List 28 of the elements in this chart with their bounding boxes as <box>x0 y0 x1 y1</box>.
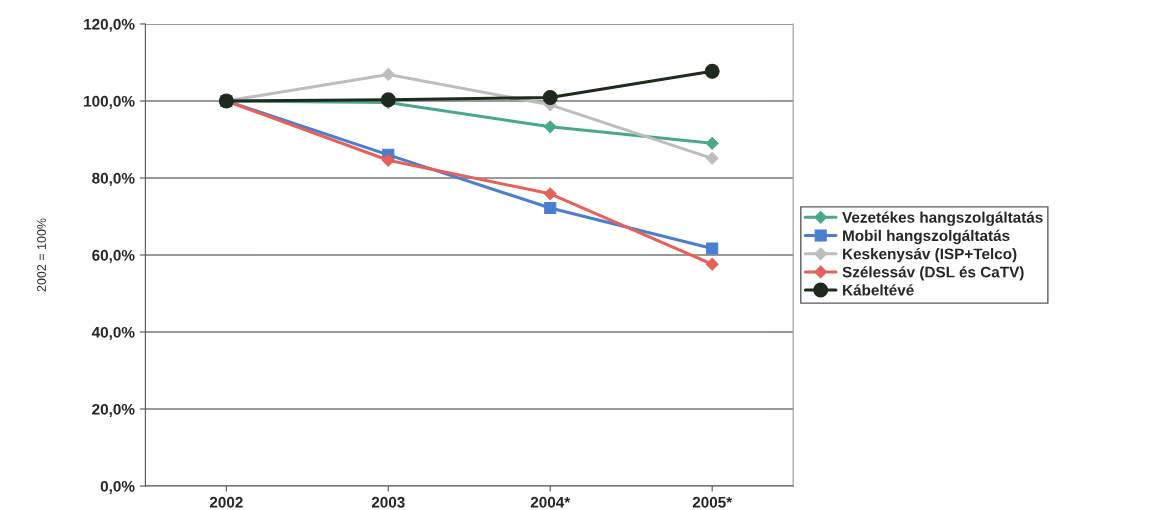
point <box>704 63 720 79</box>
point <box>705 151 719 165</box>
point <box>381 153 395 167</box>
y-tick-label: 40,0% <box>91 326 135 340</box>
y-axis-title: 2002 = 100% <box>37 218 46 292</box>
x-tick-label: 2002 <box>209 496 243 508</box>
point <box>543 187 557 201</box>
point <box>381 68 395 81</box>
legend-label: Szélessáv (DSL és CaTV) <box>842 266 1024 281</box>
legend-label: Mobil hangszolgáltatás <box>843 229 1010 245</box>
y-tick-label: 80,0% <box>92 172 135 186</box>
point <box>705 136 719 150</box>
point <box>543 120 557 134</box>
legend-label: Kábeltévé <box>843 284 914 296</box>
point <box>705 257 719 271</box>
y-tick-label: 0,0% <box>100 480 135 494</box>
x-tick-label: 2005* <box>692 496 733 508</box>
y-tick-label: 20,0% <box>92 403 135 417</box>
point <box>544 201 557 215</box>
y-tick-label: 120,0% <box>84 18 135 32</box>
point <box>542 90 558 105</box>
y-tick-label: 100,0% <box>84 95 135 109</box>
x-tick-label: 2004* <box>530 496 571 508</box>
legend-label: Keskenysáv (ISP+Telco) <box>843 247 1017 263</box>
x-tick-label: 2003 <box>371 496 405 508</box>
y-tick-label: 60,0% <box>92 249 135 263</box>
point <box>706 242 719 255</box>
legend-label: Vezetékes hangszolgáltatás <box>842 211 1043 226</box>
